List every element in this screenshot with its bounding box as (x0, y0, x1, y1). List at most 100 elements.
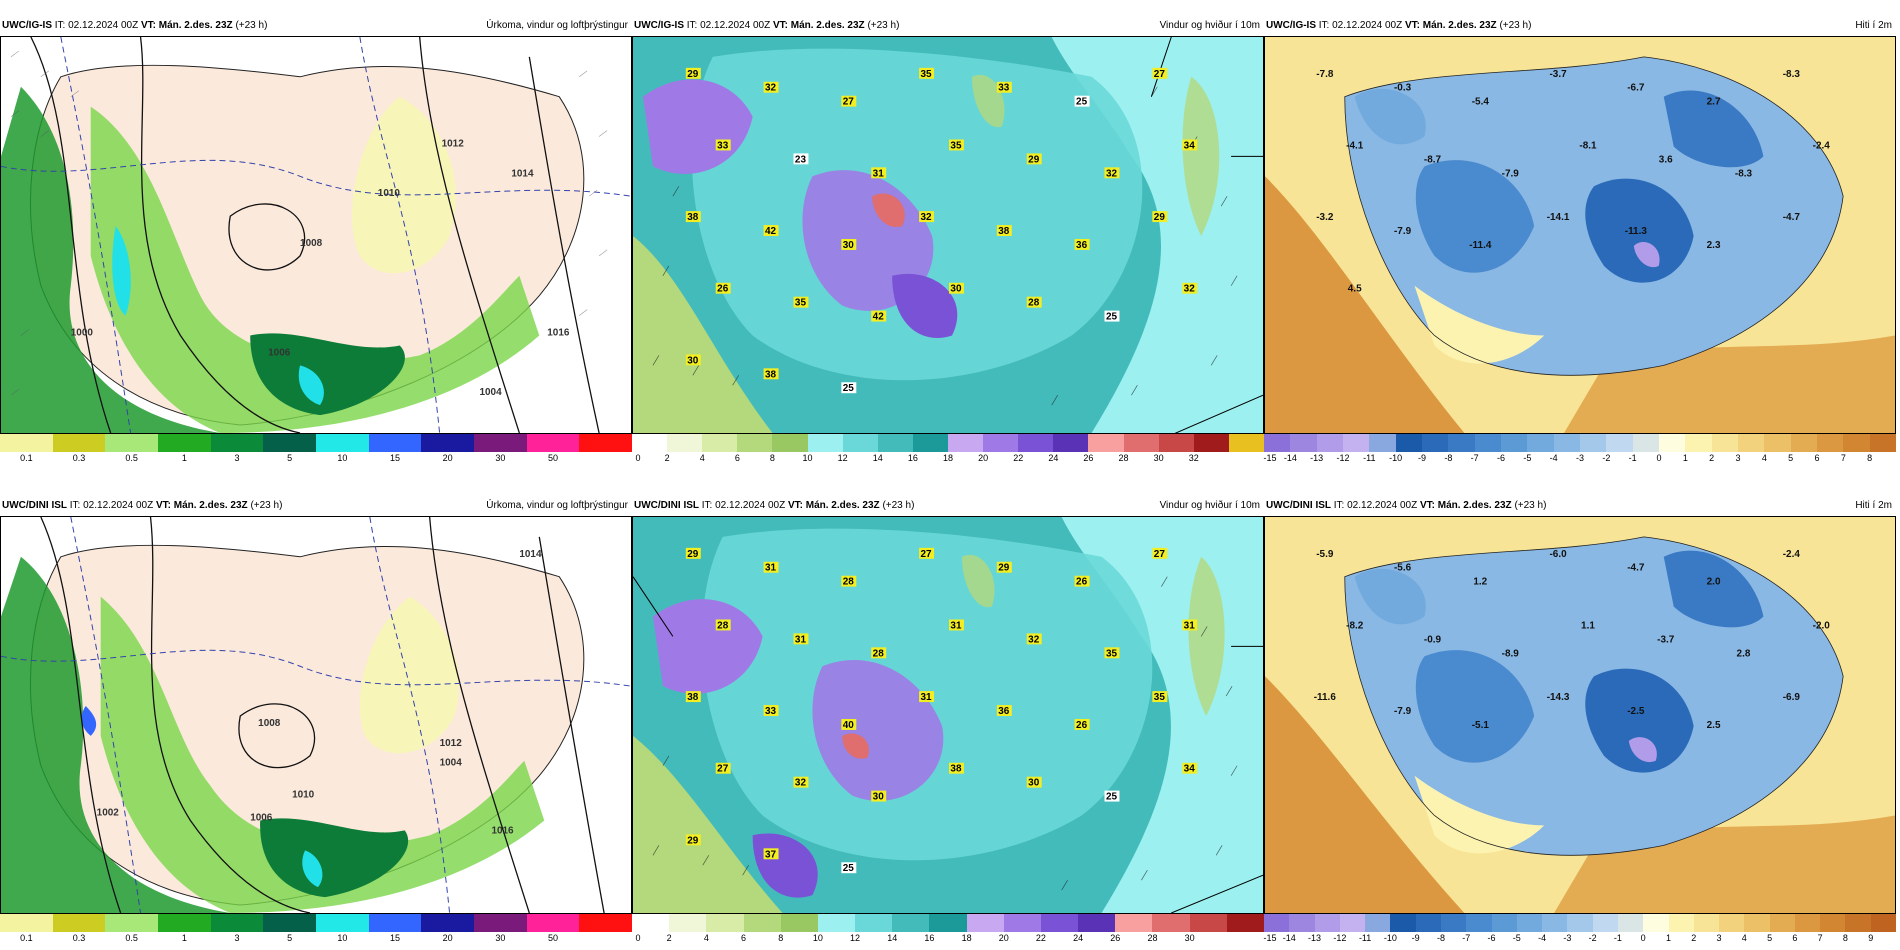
colorbar-tick-label: 0.5 (125, 933, 138, 943)
temperature-label: -8.1 (1579, 140, 1597, 151)
gust-label-box (685, 834, 701, 846)
gust-label-box (763, 368, 779, 380)
colorbar-tick-label: 9 (1868, 933, 1874, 943)
colorbar (632, 914, 1264, 932)
colorbar-swatch (1290, 434, 1317, 452)
colorbar-tick-label: 7 (1840, 453, 1846, 463)
colorbar-tick-label: -6 (1496, 453, 1506, 463)
isobar-label: 1004 (479, 387, 502, 398)
colorbar-ticks: -15 -14 -13 -12 -11 -10 -9 -8 -7 -6 -5 -4 -3 -2 -1 0 1 2 3… (1263, 933, 1896, 945)
gust-label-box (919, 211, 935, 223)
colorbar-swatch (1395, 434, 1422, 452)
colorbar-tick-label: 18 (961, 933, 972, 943)
gust-label: 30 (843, 240, 855, 251)
colorbar-tick-label: 28 (1147, 933, 1158, 943)
colorbar-swatch (1228, 434, 1264, 452)
it-label: IT: (686, 20, 698, 31)
gust-label: 30 (1028, 778, 1040, 789)
wind-map-svg: 29 31 28 27 29 26 27 28 31 28 31 32 35 31 38 33 40 31 36 26… (633, 517, 1263, 913)
lead-time: (+23 h) (250, 500, 283, 511)
vt-label: VT: (155, 500, 171, 511)
colorbar-tick-label: 20 (442, 453, 453, 463)
panel-precip-igis: UWC/IG-IS IT: 02.12.2024 00Z VT: Mán. 2.… (0, 16, 633, 466)
colorbar-tick-label: 50 (547, 933, 559, 943)
colorbar-swatch (316, 914, 369, 932)
colorbar-tick-label: -1 (1628, 453, 1637, 463)
it-label: IT: (1333, 500, 1345, 511)
gust-label-box (685, 354, 701, 366)
vt-label: VT: (787, 500, 803, 511)
colorbar-swatch (702, 434, 738, 452)
colorbar-tick-label: 0.3 (72, 933, 86, 943)
colorbar-swatch (1390, 914, 1416, 932)
colorbar-swatch (1193, 434, 1229, 452)
colorbar-swatch (807, 434, 843, 452)
colorbar-swatch (1870, 914, 1897, 932)
colorbar-tick-label: -9 (1411, 933, 1420, 943)
temperature-label: -8.7 (1424, 154, 1442, 165)
gust-label: 33 (765, 706, 777, 717)
temperature-label: -5.1 (1472, 720, 1490, 731)
gust-label-box (1182, 139, 1198, 151)
vt-label: VT: (1419, 500, 1435, 511)
colorbar-swatch (892, 914, 930, 932)
gust-label-box (919, 547, 935, 559)
temperature-label: -4.1 (1346, 140, 1364, 151)
colorbar-tick-label: 32 (1188, 453, 1199, 463)
vt-label: VT: (140, 20, 156, 31)
colorbar-swatch (1369, 434, 1396, 452)
colorbar-swatch (743, 914, 781, 932)
gust-label-box (763, 225, 779, 236)
gust-label: 37 (765, 849, 777, 860)
gust-label-box (685, 691, 701, 703)
precip-map-svg: 1014 1010 1016 1008 1006 1012 1004 1002 (1, 517, 631, 913)
colorbar-swatch (368, 914, 422, 932)
gust-label-box (1182, 619, 1198, 631)
gust-label: 30 (687, 355, 699, 366)
colorbar-tick-label: 3 (234, 453, 240, 463)
colorbar-swatch (368, 434, 422, 452)
colorbar-tick-label: 8 (1842, 933, 1848, 943)
colorbar-tick-label: 8 (778, 933, 784, 943)
temperature-label: 2.5 (1707, 720, 1721, 731)
colorbar-swatch (1816, 434, 1844, 452)
gust-label-box (948, 139, 964, 151)
colorbar-tick-label: -10 (1383, 933, 1397, 943)
colorbar-swatch (1820, 914, 1846, 932)
colorbar-swatch (1719, 914, 1745, 932)
gust-label: 38 (950, 764, 962, 775)
colorbar-ticks: 0.1 0.3 0.5 1 3 5 10 15 20 30 50 (0, 453, 632, 465)
gust-label-box (1074, 238, 1090, 250)
gust-label: 40 (843, 720, 855, 731)
colorbar-swatch (474, 914, 527, 932)
colorbar-tick-label: 20 (978, 453, 989, 463)
colorbar-tick-label: 6 (1814, 453, 1820, 463)
gust-label-box (841, 95, 857, 107)
colorbar-tick-label: 2 (1691, 933, 1697, 943)
gust-label: 32 (1106, 168, 1118, 179)
panel-header: UWC/DINI ISL IT: 02.12.2024 00Z VT: Mán.… (1264, 496, 1896, 516)
colorbar-tick-label: -7 (1470, 453, 1479, 463)
gust-label-box (996, 705, 1012, 716)
temperature-label: -2.4 (1813, 140, 1831, 151)
isobar-label: 1008 (258, 718, 281, 729)
panel-header: UWC/DINI ISL IT: 02.12.2024 00Z VT: Mán.… (632, 496, 1264, 516)
colorbar-swatch (929, 914, 967, 932)
colorbar-swatch (1078, 914, 1116, 932)
gust-label: 28 (873, 648, 885, 659)
temperature-label: -0.3 (1394, 83, 1412, 94)
isobar-label: 1014 (519, 549, 542, 560)
colorbar-swatch (421, 434, 475, 452)
colorbar-swatch (1737, 434, 1765, 452)
colorbar-swatch (210, 434, 264, 452)
colorbar-swatch (1711, 434, 1738, 452)
gust-label-box (1104, 310, 1120, 322)
temperature-map-svg: -7.8 -0.3 -5.4 -3.7 -6.7 2.7 -8.3 -4.1 -8.7 -7.9 -… (1265, 37, 1895, 433)
temperature-label: -8.9 (1502, 648, 1520, 659)
colorbar-tick-label: 22 (1035, 933, 1046, 943)
gust-label: 31 (950, 620, 962, 631)
colorbar-swatch (1500, 434, 1528, 452)
colorbar-tick-label: 2 (666, 933, 672, 943)
colorbar-tick-label: -3 (1563, 933, 1572, 943)
colorbar-swatch (1314, 914, 1340, 932)
